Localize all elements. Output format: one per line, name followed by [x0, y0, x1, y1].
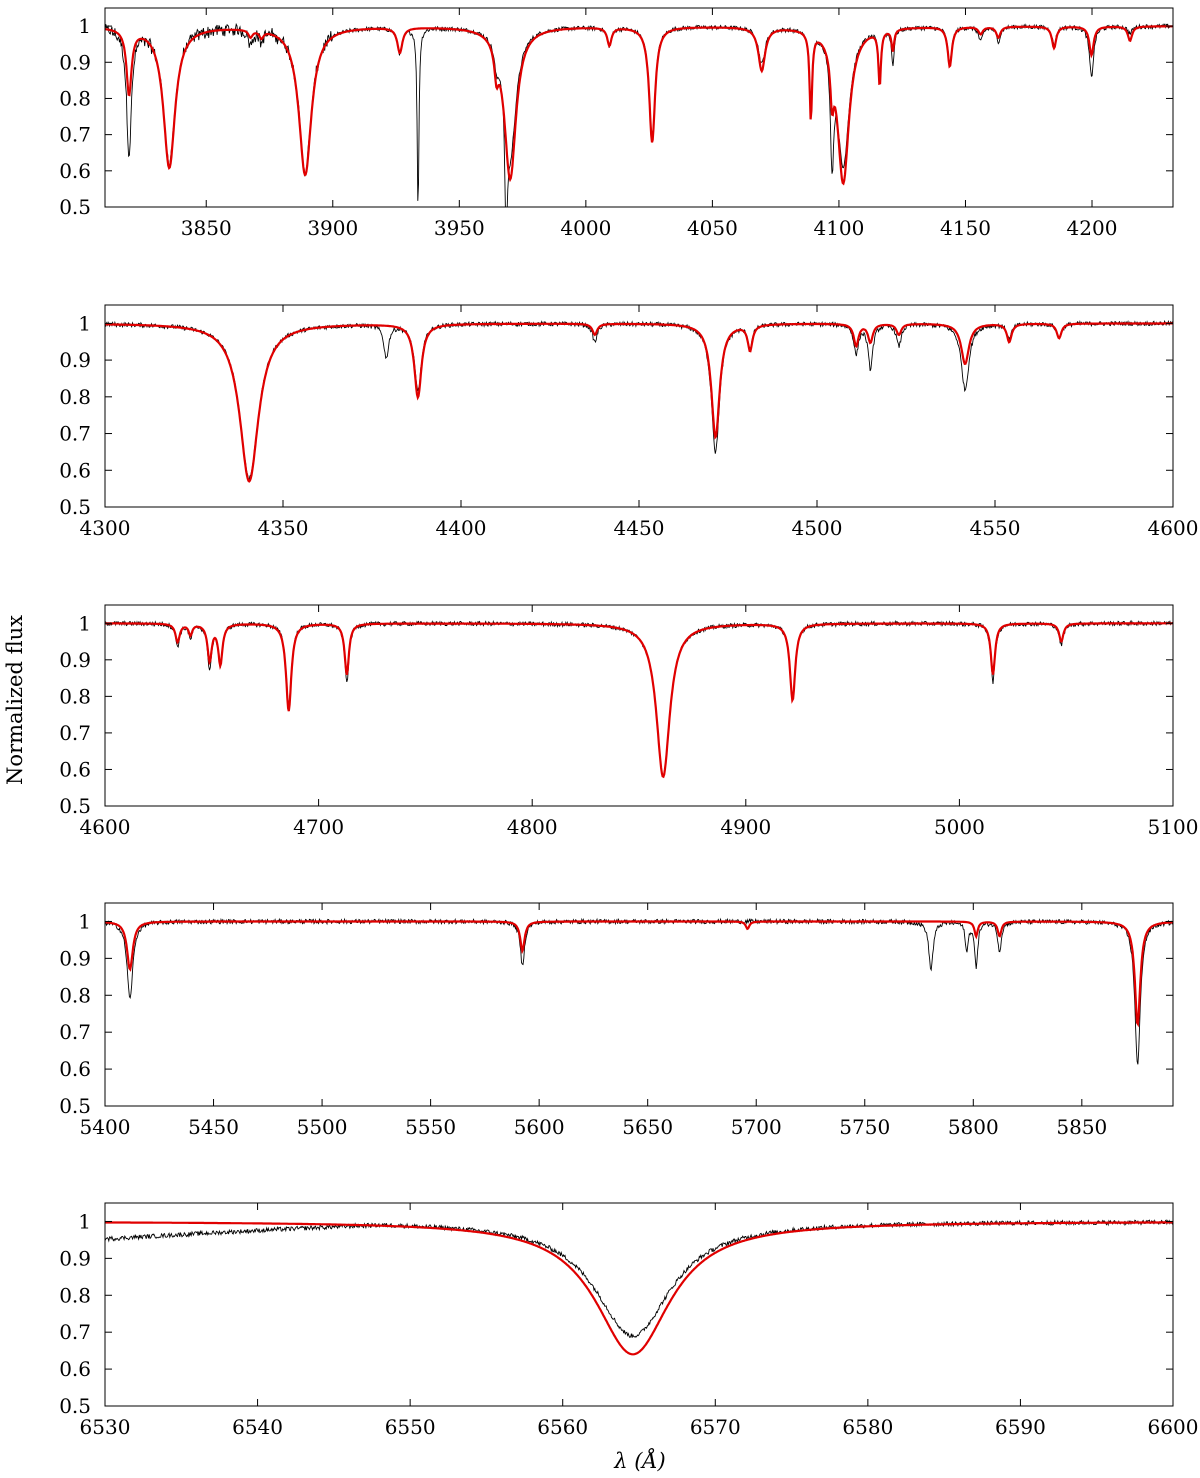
y-tick-label: 0.7	[59, 721, 91, 745]
x-tick-label: 5750	[839, 1115, 890, 1139]
x-tick-label: 5100	[1148, 815, 1199, 839]
spectrum-panel-5: 6530 6540 6550 6560 6570 6580 6590 6600 0.5 0.6 0.…	[59, 1202, 1199, 1439]
x-tick-label: 4200	[1067, 216, 1118, 240]
x-tick-label: 3900	[307, 216, 358, 240]
x-tick-label: 6600	[1148, 1415, 1199, 1439]
x-tick-label: 5500	[297, 1115, 348, 1139]
spectrum-panel-2: 4300 4350 4400 4450 4500 4550 4600 0.5 0.6 0.7 0.8…	[59, 304, 1199, 540]
x-tick-label: 4500	[792, 516, 843, 540]
y-tick-label: 0.9	[59, 946, 91, 970]
model-spectrum-line	[105, 322, 1173, 483]
y-tick-label: 1	[78, 611, 91, 635]
y-tick-label: 0.5	[59, 195, 91, 219]
model-spectrum-line	[105, 1221, 1173, 1356]
plot-frame	[104, 1202, 1174, 1407]
observed-spectrum-line	[105, 619, 1173, 778]
y-tick-label: 0.6	[59, 159, 91, 183]
y-tick-label: 0.9	[59, 348, 91, 372]
x-tick-label: 4300	[80, 516, 131, 540]
x-tick-label: 6530	[80, 1415, 131, 1439]
y-tick-label: 0.8	[59, 1283, 91, 1307]
x-tick-label: 5600	[514, 1115, 565, 1139]
observed-spectrum-line	[105, 1219, 1173, 1339]
model-spectrum-line	[105, 920, 1173, 1028]
x-tick-label: 6560	[537, 1415, 588, 1439]
x-tick-label: 4400	[436, 516, 487, 540]
y-tick-label: 0.6	[59, 458, 91, 482]
plot-frame	[104, 902, 1174, 1107]
y-tick-label: 0.8	[59, 983, 91, 1007]
x-tick-label: 6540	[232, 1415, 283, 1439]
spectrum-panel-1: 3850 3900 3950 4000 4050 4100 4150 4200 0.5 0.6 0.…	[59, 7, 1174, 240]
x-tick-label: 5400	[80, 1115, 131, 1139]
x-tick-label: 5650	[622, 1115, 673, 1139]
y-tick-label: 0.7	[59, 123, 91, 147]
x-tick-label: 4900	[720, 815, 771, 839]
x-tick-label: 5800	[948, 1115, 999, 1139]
y-tick-label: 1	[78, 1209, 91, 1233]
x-axis-label: λ (Å)	[613, 1448, 666, 1473]
y-tick-label: 0.7	[59, 422, 91, 446]
spectrum-panel-3: 4600 4700 4800 4900 5000 5100 0.5 0.6 0.7 0.8 0.9 1	[59, 604, 1199, 839]
x-tick-label: 4550	[970, 516, 1021, 540]
x-tick-label: 5700	[731, 1115, 782, 1139]
x-tick-label: 4050	[687, 216, 738, 240]
x-tick-label: 4000	[560, 216, 611, 240]
x-tick-label: 5550	[405, 1115, 456, 1139]
y-tick-label: 0.6	[59, 757, 91, 781]
y-tick-label: 0.6	[59, 1357, 91, 1381]
plot-frame	[104, 604, 1174, 807]
x-tick-label: 4600	[80, 815, 131, 839]
y-tick-label: 0.5	[59, 1094, 91, 1118]
x-tick-label: 4350	[258, 516, 309, 540]
y-tick-label: 0.5	[59, 495, 91, 519]
panels: 3850 3900 3950 4000 4050 4100 4150 4200 0.5 0.6 0.…	[59, 7, 1199, 1439]
observed-spectrum-line	[105, 917, 1173, 1065]
y-tick-label: 0.8	[59, 385, 91, 409]
x-tick-label: 4700	[293, 815, 344, 839]
x-tick-label: 4600	[1148, 516, 1199, 540]
x-tick-label: 5000	[934, 815, 985, 839]
x-tick-label: 5850	[1056, 1115, 1107, 1139]
y-axis-label: Normalized flux	[3, 615, 27, 785]
y-tick-label: 0.7	[59, 1020, 91, 1044]
y-tick-label: 0.9	[59, 648, 91, 672]
y-tick-label: 1	[78, 311, 91, 335]
y-tick-label: 0.6	[59, 1057, 91, 1081]
y-tick-label: 0.8	[59, 684, 91, 708]
x-tick-label: 6590	[995, 1415, 1046, 1439]
y-tick-label: 1	[78, 14, 91, 38]
x-tick-label: 6580	[842, 1415, 893, 1439]
model-spectrum-line	[105, 622, 1173, 779]
x-tick-label: 3850	[181, 216, 232, 240]
x-tick-label: 4100	[813, 216, 864, 240]
y-tick-label: 0.9	[59, 1246, 91, 1270]
spectrum-panel-4: 5400 5450 5500 5550 5600 5650 5700 5750 5800 5850…	[59, 902, 1174, 1139]
x-tick-label: 3950	[434, 216, 485, 240]
observed-spectrum-line	[105, 22, 1173, 207]
y-tick-label: 0.9	[59, 50, 91, 74]
x-tick-label: 5450	[188, 1115, 239, 1139]
observed-spectrum-line	[105, 319, 1173, 481]
y-tick-label: 0.5	[59, 1394, 91, 1418]
x-tick-label: 6570	[690, 1415, 741, 1439]
x-tick-label: 4150	[940, 216, 991, 240]
x-tick-label: 4800	[507, 815, 558, 839]
plot-frame	[104, 7, 1174, 208]
y-tick-label: 0.7	[59, 1320, 91, 1344]
model-spectrum-line	[105, 25, 1173, 186]
x-tick-label: 6550	[385, 1415, 436, 1439]
y-tick-label: 1	[78, 909, 91, 933]
y-tick-label: 0.5	[59, 794, 91, 818]
y-tick-label: 0.8	[59, 86, 91, 110]
plot-frame	[104, 304, 1174, 508]
x-tick-label: 4450	[614, 516, 665, 540]
